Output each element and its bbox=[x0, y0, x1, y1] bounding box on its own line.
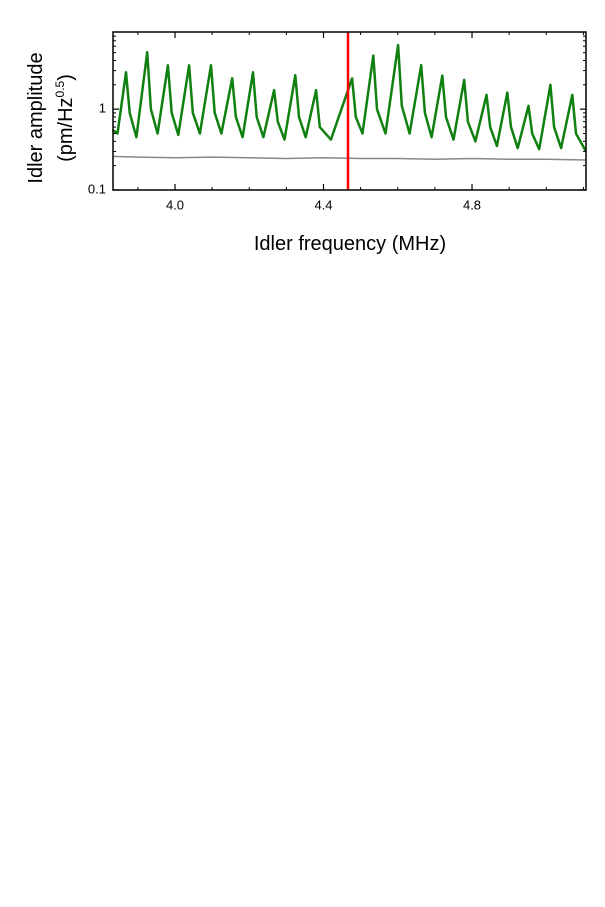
x-axis-label: Idler frequency (MHz) bbox=[254, 233, 446, 255]
y-units-sup: 0.5 bbox=[53, 80, 67, 97]
x-tick-label: 4.0 bbox=[166, 197, 184, 212]
y-units-base: (pm/Hz bbox=[55, 97, 77, 161]
data-line bbox=[113, 43, 586, 153]
y-axis-units: (pm/Hz0.5) bbox=[53, 74, 77, 162]
y-tick-label: 0.1 bbox=[88, 181, 106, 196]
y-axis-label: Idler amplitude bbox=[25, 52, 47, 183]
y-tick-label: 1 bbox=[99, 101, 106, 116]
x-tick-label: 4.8 bbox=[463, 197, 481, 212]
x-tick-label: 4.4 bbox=[314, 197, 332, 212]
data-line bbox=[113, 155, 586, 161]
plot-frame bbox=[112, 31, 587, 191]
y-units-end: ) bbox=[55, 74, 77, 81]
